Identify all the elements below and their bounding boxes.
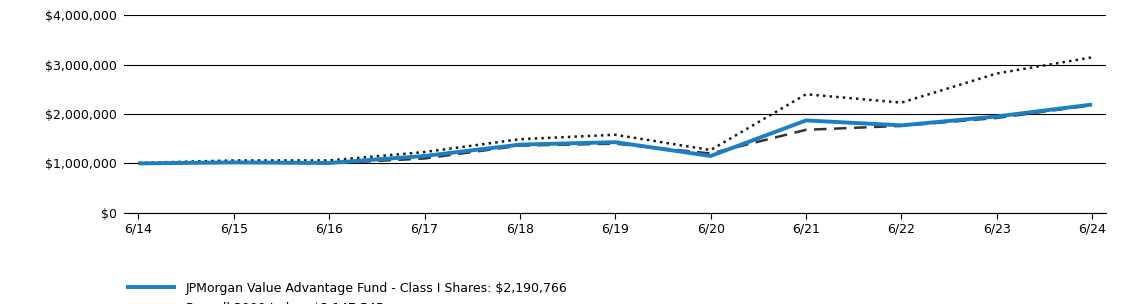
JPMorgan Value Advantage Fund - Class I Shares: $2,190,766: (6, 1.15e+06): $2,190,766: (6, 1.15e+06) (703, 154, 717, 158)
Russell 3000 Value Index: $2,178,460: (9, 1.92e+06): $2,178,460: (9, 1.92e+06) (990, 116, 1004, 120)
Russell 3000 Index: $3,147,545: (7, 2.4e+06): $3,147,545: (7, 2.4e+06) (799, 92, 813, 96)
Russell 3000 Index: $3,147,545: (0, 1.01e+06): $3,147,545: (0, 1.01e+06) (132, 161, 146, 165)
JPMorgan Value Advantage Fund - Class I Shares: $2,190,766: (8, 1.77e+06): $2,190,766: (8, 1.77e+06) (894, 123, 908, 127)
Russell 3000 Value Index: $2,178,460: (4, 1.36e+06): $2,178,460: (4, 1.36e+06) (514, 144, 527, 147)
JPMorgan Value Advantage Fund - Class I Shares: $2,190,766: (1, 1.02e+06): $2,190,766: (1, 1.02e+06) (227, 161, 240, 164)
Russell 3000 Value Index: $2,178,460: (2, 1e+06): $2,178,460: (2, 1e+06) (323, 162, 336, 165)
Russell 3000 Index: $3,147,545: (3, 1.23e+06): $3,147,545: (3, 1.23e+06) (418, 150, 431, 154)
Russell 3000 Index: $3,147,545: (8, 2.23e+06): $3,147,545: (8, 2.23e+06) (894, 101, 908, 105)
Russell 3000 Value Index: $2,178,460: (10, 2.18e+06): $2,178,460: (10, 2.18e+06) (1085, 103, 1099, 107)
Russell 3000 Value Index: $2,178,460: (3, 1.1e+06): $2,178,460: (3, 1.1e+06) (418, 157, 431, 160)
Russell 3000 Value Index: $2,178,460: (8, 1.76e+06): $2,178,460: (8, 1.76e+06) (894, 124, 908, 128)
Russell 3000 Index: $3,147,545: (6, 1.27e+06): $3,147,545: (6, 1.27e+06) (703, 148, 717, 152)
JPMorgan Value Advantage Fund - Class I Shares: $2,190,766: (3, 1.15e+06): $2,190,766: (3, 1.15e+06) (418, 154, 431, 158)
Russell 3000 Index: $3,147,545: (1, 1.06e+06): $3,147,545: (1, 1.06e+06) (227, 159, 240, 162)
JPMorgan Value Advantage Fund - Class I Shares: $2,190,766: (2, 1.01e+06): $2,190,766: (2, 1.01e+06) (323, 161, 336, 165)
Russell 3000 Index: $3,147,545: (4, 1.49e+06): $3,147,545: (4, 1.49e+06) (514, 137, 527, 141)
Russell 3000 Index: $3,147,545: (9, 2.82e+06): $3,147,545: (9, 2.82e+06) (990, 72, 1004, 75)
Line: Russell 3000 Value Index: $2,178,460: Russell 3000 Value Index: $2,178,460 (139, 105, 1092, 164)
Legend: JPMorgan Value Advantage Fund - Class I Shares: $2,190,766, Russell 3000 Index: : JPMorgan Value Advantage Fund - Class I … (125, 282, 567, 304)
JPMorgan Value Advantage Fund - Class I Shares: $2,190,766: (9, 1.95e+06): $2,190,766: (9, 1.95e+06) (990, 115, 1004, 118)
JPMorgan Value Advantage Fund - Class I Shares: $2,190,766: (4, 1.38e+06): $2,190,766: (4, 1.38e+06) (514, 143, 527, 147)
JPMorgan Value Advantage Fund - Class I Shares: $2,190,766: (7, 1.87e+06): $2,190,766: (7, 1.87e+06) (799, 119, 813, 122)
Russell 3000 Value Index: $2,178,460: (6, 1.2e+06): $2,178,460: (6, 1.2e+06) (703, 152, 717, 155)
Line: Russell 3000 Index: $3,147,545: Russell 3000 Index: $3,147,545 (139, 57, 1092, 163)
Russell 3000 Index: $3,147,545: (5, 1.58e+06): $3,147,545: (5, 1.58e+06) (609, 133, 622, 136)
JPMorgan Value Advantage Fund - Class I Shares: $2,190,766: (10, 2.19e+06): $2,190,766: (10, 2.19e+06) (1085, 103, 1099, 106)
Russell 3000 Index: $3,147,545: (10, 3.15e+06): $3,147,545: (10, 3.15e+06) (1085, 56, 1099, 59)
Russell 3000 Index: $3,147,545: (2, 1.06e+06): $3,147,545: (2, 1.06e+06) (323, 159, 336, 162)
Russell 3000 Value Index: $2,178,460: (5, 1.4e+06): $2,178,460: (5, 1.4e+06) (609, 142, 622, 146)
JPMorgan Value Advantage Fund - Class I Shares: $2,190,766: (5, 1.43e+06): $2,190,766: (5, 1.43e+06) (609, 140, 622, 144)
Russell 3000 Value Index: $2,178,460: (0, 1e+06): $2,178,460: (0, 1e+06) (132, 162, 146, 165)
Line: JPMorgan Value Advantage Fund - Class I Shares: $2,190,766: JPMorgan Value Advantage Fund - Class I … (139, 105, 1092, 164)
Russell 3000 Value Index: $2,178,460: (7, 1.68e+06): $2,178,460: (7, 1.68e+06) (799, 128, 813, 132)
Russell 3000 Value Index: $2,178,460: (1, 1.02e+06): $2,178,460: (1, 1.02e+06) (227, 161, 240, 164)
JPMorgan Value Advantage Fund - Class I Shares: $2,190,766: (0, 1e+06): $2,190,766: (0, 1e+06) (132, 162, 146, 165)
